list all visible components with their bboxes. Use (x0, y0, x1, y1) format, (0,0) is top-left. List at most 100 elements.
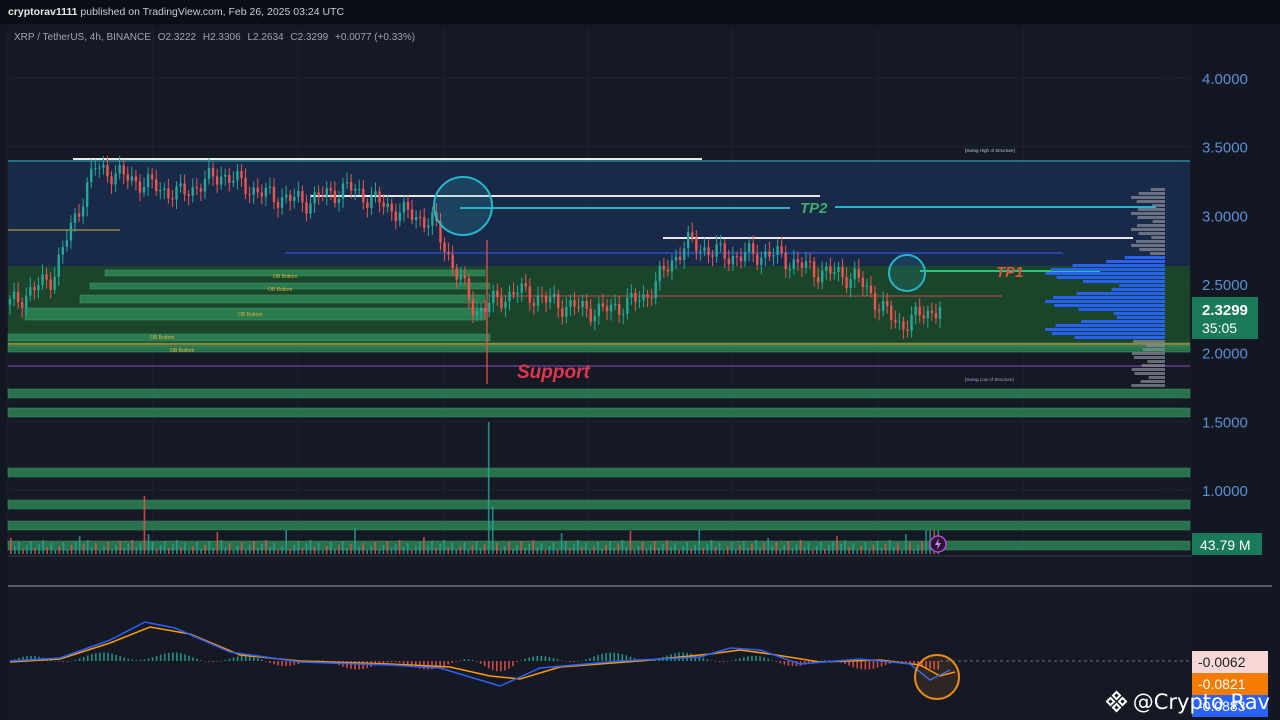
volume-bar (807, 543, 810, 554)
candle-body (159, 189, 162, 192)
macd-histogram-bar (585, 659, 587, 661)
volume-bar (212, 548, 215, 554)
open-label: O (157, 32, 166, 43)
volume-bar (698, 529, 701, 554)
candle-body (280, 197, 284, 208)
ob-bottom-label: OB Bottom (273, 274, 297, 280)
volume-bar (568, 548, 571, 554)
volume-bar (370, 546, 373, 554)
volume-bar (188, 550, 190, 554)
candle-body (463, 275, 467, 279)
candle-body (642, 294, 645, 301)
candle-body (90, 168, 93, 183)
macd-histogram-bar (714, 661, 717, 662)
candle-body (321, 195, 324, 197)
candle-body (743, 251, 747, 262)
tp2-label: TP2 (800, 200, 828, 217)
candle-body (520, 283, 523, 293)
close-value: 2.3299 (297, 32, 329, 43)
candle-body (329, 188, 333, 191)
macd-histogram-bar (406, 661, 409, 665)
volume-bar (431, 541, 433, 554)
macd-histogram-bar (828, 660, 830, 661)
candle-body (492, 290, 495, 304)
macd-histogram-bar (111, 653, 113, 661)
order-block (7, 540, 1191, 551)
macd-histogram-bar (483, 661, 486, 667)
volume-bar (447, 547, 449, 554)
highlight-circle (433, 176, 493, 236)
candle-body (638, 300, 641, 302)
volume-bar (726, 546, 729, 554)
candle-body (260, 192, 263, 197)
candle-body (122, 165, 125, 175)
symbol-info: XRP / TetherUS, 4h, BINANCE O2.3222 H2.3… (14, 32, 415, 43)
candle-body (739, 256, 743, 262)
osc-value: -0.0062 (1198, 654, 1246, 670)
candle-body (345, 182, 349, 184)
support-label: Support (517, 362, 590, 383)
macd-histogram-bar (540, 655, 543, 661)
macd-histogram-bar (560, 660, 563, 661)
volume-profile-bar (1133, 340, 1165, 343)
volume-profile-bar (1053, 296, 1165, 299)
osc-value-badge (1192, 651, 1268, 673)
candle-body (471, 299, 475, 316)
candle-body (414, 216, 418, 220)
candle-body (284, 194, 288, 198)
macd-histogram-bar (820, 660, 822, 662)
candle-body (77, 213, 81, 217)
volume-profile-bar (1137, 208, 1165, 211)
volume-bar (30, 541, 32, 554)
current-price-label: 2.3299 (1202, 302, 1248, 319)
candle-body (825, 266, 828, 271)
macd-histogram-bar (463, 659, 466, 661)
macd-histogram-bar (601, 653, 603, 661)
volume-bar (196, 542, 198, 554)
volume-bar (277, 550, 279, 554)
macd-histogram-bar (131, 659, 134, 661)
countdown-label: 35:05 (1202, 320, 1237, 336)
volume-bar (313, 547, 316, 554)
macd-histogram-bar (479, 661, 482, 664)
macd-histogram-bar (868, 661, 871, 670)
volume-profile-bar (1138, 232, 1165, 235)
macd-histogram-bar (734, 659, 737, 661)
volume-bar (925, 530, 927, 554)
volume-bar (645, 549, 648, 554)
macd-histogram-bar (253, 656, 255, 661)
macd-line (9, 621, 951, 687)
macd-histogram-bar (281, 661, 283, 667)
volume-bar (471, 545, 474, 554)
candle-body (597, 303, 601, 316)
volume-bar (743, 541, 745, 554)
macd-histogram-bar (524, 658, 526, 661)
macd-histogram-bar (860, 661, 863, 670)
volume-bar (374, 542, 377, 554)
candle-body (861, 277, 865, 287)
candle-body (195, 187, 199, 189)
low-label: L (247, 32, 254, 43)
candle-body (540, 295, 544, 297)
volume-bar (192, 546, 194, 554)
macd-histogram-bar (763, 657, 765, 661)
volume-bar (556, 549, 559, 554)
macd-histogram-bar (147, 658, 150, 661)
volume-bar (844, 540, 846, 554)
candle-body (65, 240, 69, 247)
volume-bar (581, 547, 583, 554)
volume-bar (609, 541, 611, 554)
candle-body (94, 168, 97, 170)
volume-bar (641, 542, 644, 554)
volume-bar (722, 550, 725, 554)
candle-body (894, 319, 897, 323)
candle-body (821, 270, 824, 283)
volume-bar (674, 543, 676, 554)
volume-profile-bar (1136, 240, 1165, 243)
volume-bar (248, 545, 251, 554)
macd-histogram-bar (269, 661, 271, 663)
candle-body (252, 187, 255, 195)
volume-bar (70, 545, 73, 554)
macd-histogram-bar (572, 661, 575, 662)
